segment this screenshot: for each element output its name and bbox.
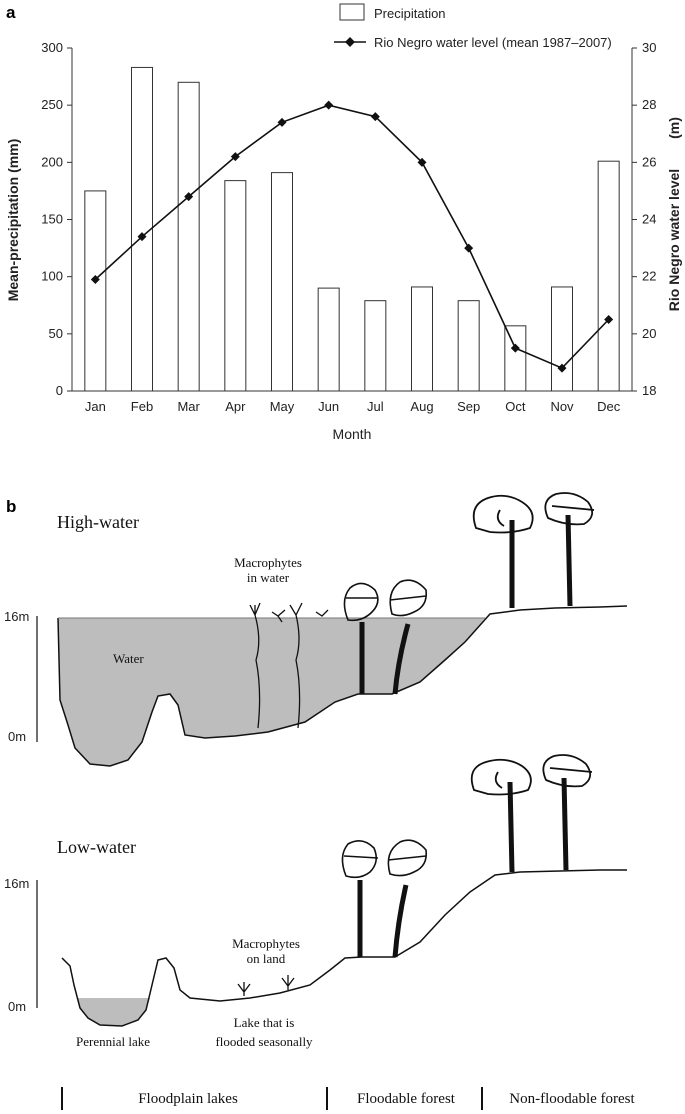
left-tick-label: 0 bbox=[56, 383, 63, 398]
seasonal-lake-line1: Lake that is bbox=[234, 1015, 295, 1030]
left-tick-label: 50 bbox=[49, 326, 63, 341]
precipitation-bar bbox=[177, 81, 200, 392]
low-water-title: Low-water bbox=[57, 837, 136, 857]
zone-legend: Floodplain lakes Floodable forest Non-fl… bbox=[61, 1087, 636, 1110]
month-tick-label: Jul bbox=[367, 399, 384, 414]
month-tick-label: Apr bbox=[225, 399, 246, 414]
zone-non-floodable-forest: Non-floodable forest bbox=[509, 1091, 635, 1107]
right-tick-label: 22 bbox=[642, 269, 656, 284]
water-level-markers bbox=[90, 100, 614, 373]
water-level-point bbox=[277, 117, 287, 127]
right-tick-label: 28 bbox=[642, 97, 656, 112]
right-axis-unit: (m) bbox=[666, 117, 682, 139]
left-tick-label: 200 bbox=[41, 154, 63, 169]
precipitation-bar bbox=[411, 286, 433, 392]
precipitation-bar bbox=[597, 160, 620, 392]
macrophytes-land-line2: on land bbox=[247, 951, 286, 966]
low-water-scale-bottom: 0m bbox=[8, 999, 26, 1014]
month-tick-label: Mar bbox=[177, 399, 200, 414]
precipitation-bar bbox=[457, 300, 480, 392]
high-water-terrain-line bbox=[57, 605, 628, 767]
left-axis-ticks: 0 50 100 150 200 250 300 bbox=[41, 40, 72, 398]
low-water-diagram: Low-water 16m 0m Macrophytes on land Per… bbox=[4, 754, 627, 1049]
macrophytes-land-line1: Macrophytes bbox=[232, 936, 300, 951]
land-macrophytes-icon bbox=[237, 975, 295, 996]
panel-b-label: b bbox=[6, 497, 16, 516]
left-tick-label: 150 bbox=[41, 212, 63, 227]
x-axis-label: Month bbox=[333, 426, 372, 442]
low-water-scale-top: 16m bbox=[4, 876, 29, 891]
precipitation-bar bbox=[131, 66, 153, 392]
precipitation-bars bbox=[84, 66, 620, 392]
month-tick-label: Jan bbox=[85, 399, 106, 414]
month-tick-label: Jun bbox=[318, 399, 339, 414]
water-level-line bbox=[94, 104, 610, 370]
month-tick-label: Aug bbox=[410, 399, 433, 414]
water-level-point bbox=[557, 363, 567, 373]
macrophytes-water-line2: in water bbox=[247, 570, 290, 585]
floodable-trees-high-icon bbox=[343, 579, 428, 695]
left-tick-label: 100 bbox=[41, 269, 63, 284]
water-level-point bbox=[370, 112, 380, 122]
high-water-body bbox=[58, 618, 485, 766]
legend-precipitation: Precipitation bbox=[374, 6, 446, 21]
left-axis-label: Mean-precipitation (mm) bbox=[5, 139, 21, 302]
legend-diamond-marker bbox=[345, 37, 355, 47]
water-level-point bbox=[510, 343, 520, 353]
precipitation-bar bbox=[271, 172, 293, 392]
high-water-scale-top: 16m bbox=[4, 609, 29, 624]
precipitation-bar bbox=[84, 190, 107, 392]
non-floodable-trees-high-icon bbox=[472, 492, 595, 608]
precipitation-water-level-chart: 0 50 100 150 200 250 300 18 20 22 24 26 28 30 Jan Feb… bbox=[5, 3, 682, 442]
right-tick-label: 30 bbox=[642, 40, 656, 55]
precipitation-bar bbox=[504, 325, 527, 392]
precipitation-bar bbox=[364, 300, 387, 392]
right-axis-label: Rio Negro water level bbox=[666, 169, 682, 311]
precipitation-bar bbox=[317, 287, 340, 392]
month-tick-label: Oct bbox=[505, 399, 526, 414]
aquatic-macrophytes-icon bbox=[249, 602, 329, 729]
water-level-point bbox=[464, 243, 474, 253]
water-label: Water bbox=[113, 651, 144, 666]
panel-a-label: a bbox=[6, 3, 16, 22]
month-tick-label: Sep bbox=[457, 399, 480, 414]
legend-bar-swatch bbox=[339, 3, 365, 21]
floodable-trees-low-icon bbox=[341, 839, 428, 958]
left-tick-label: 300 bbox=[41, 40, 63, 55]
month-tick-label: May bbox=[270, 399, 295, 414]
precipitation-bar bbox=[224, 180, 247, 392]
macrophytes-water-line1: Macrophytes bbox=[234, 555, 302, 570]
water-level-point bbox=[230, 152, 240, 162]
chart-legend: Precipitation Rio Negro water level (mea… bbox=[334, 3, 612, 50]
water-level-point bbox=[184, 192, 194, 202]
month-tick-label: Feb bbox=[131, 399, 153, 414]
precipitation-bar bbox=[551, 286, 573, 392]
perennial-lake-label: Perennial lake bbox=[76, 1034, 150, 1049]
high-water-diagram: High-water 16m 0m Water Macrophytes in w… bbox=[4, 492, 628, 767]
right-tick-label: 18 bbox=[642, 383, 656, 398]
right-tick-label: 26 bbox=[642, 154, 656, 169]
right-axis-ticks: 18 20 22 24 26 28 30 bbox=[632, 40, 656, 398]
zone-floodplain-lakes: Floodplain lakes bbox=[138, 1091, 238, 1107]
seasonal-lake-line2: flooded seasonally bbox=[215, 1034, 313, 1049]
left-tick-label: 250 bbox=[41, 97, 63, 112]
non-floodable-trees-low-icon bbox=[470, 754, 593, 873]
month-ticks: Jan Feb Mar Apr May Jun Jul Aug Sep Oct Nov Dec bbox=[85, 399, 621, 414]
right-tick-label: 20 bbox=[642, 326, 656, 341]
high-water-scale-bottom: 0m bbox=[8, 729, 26, 744]
perennial-lake-water bbox=[77, 998, 150, 1026]
zone-floodable-forest: Floodable forest bbox=[357, 1091, 456, 1107]
water-level-point bbox=[137, 232, 147, 242]
low-water-terrain-line bbox=[61, 869, 627, 1027]
high-water-title: High-water bbox=[57, 512, 139, 532]
water-level-point bbox=[90, 275, 100, 285]
water-level-point bbox=[417, 157, 427, 167]
month-tick-label: Dec bbox=[597, 399, 621, 414]
month-tick-label: Nov bbox=[550, 399, 574, 414]
water-level-point bbox=[324, 100, 334, 110]
water-level-point bbox=[604, 315, 614, 325]
right-tick-label: 24 bbox=[642, 212, 656, 227]
legend-water-level: Rio Negro water level (mean 1987–2007) bbox=[374, 35, 612, 50]
